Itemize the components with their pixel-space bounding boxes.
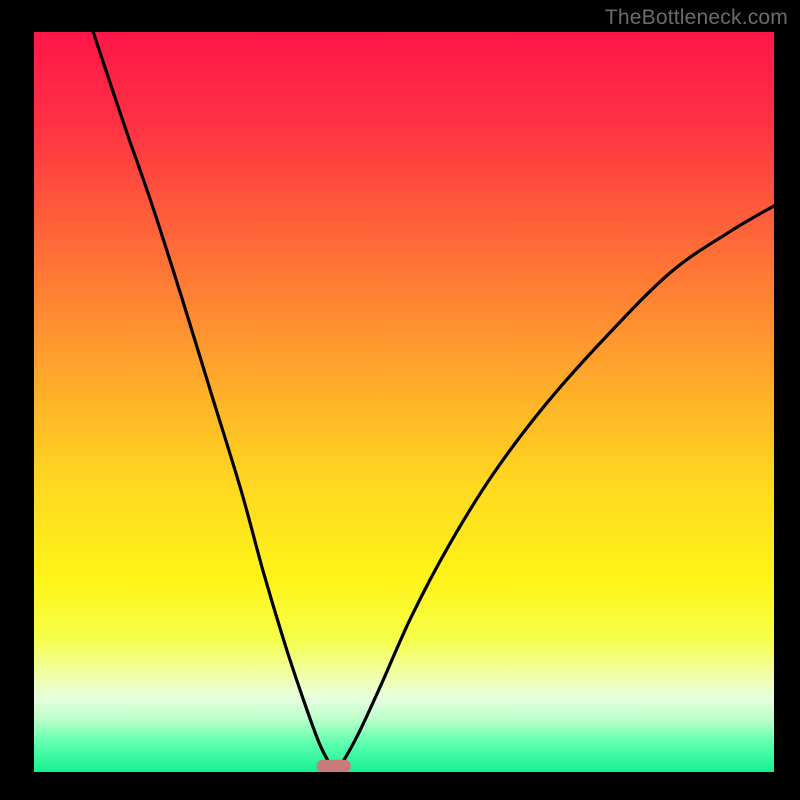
plot-background bbox=[34, 32, 774, 772]
optimal-point-marker bbox=[317, 760, 351, 772]
outer-frame: TheBottleneck.com bbox=[0, 0, 800, 800]
watermark-text: TheBottleneck.com bbox=[605, 6, 788, 30]
plot-svg bbox=[34, 32, 774, 772]
bottleneck-plot bbox=[34, 32, 774, 772]
